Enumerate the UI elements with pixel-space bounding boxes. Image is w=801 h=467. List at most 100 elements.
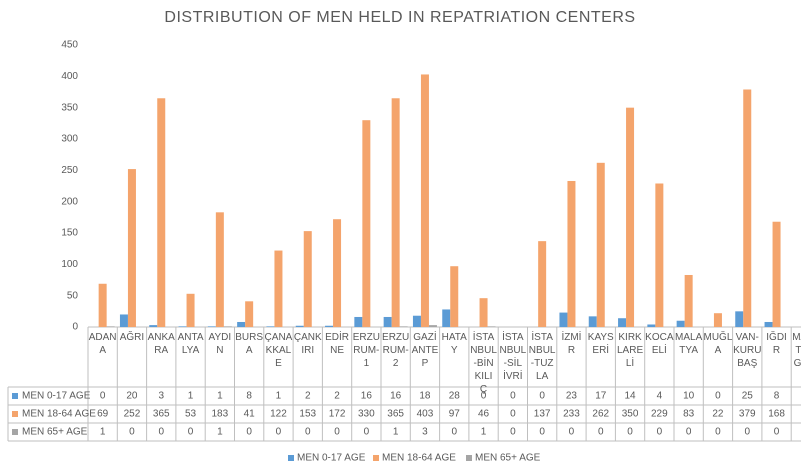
bar xyxy=(479,298,488,327)
y-tick-label: 300 xyxy=(61,134,78,145)
table-value: 122 xyxy=(270,409,287,420)
row-header: MEN 65+ AGE xyxy=(22,427,88,438)
bar xyxy=(596,162,605,327)
table-value: 0 xyxy=(305,427,311,438)
bar xyxy=(106,326,115,327)
table-value: 0 xyxy=(715,427,721,438)
table-value: 83 xyxy=(683,409,695,420)
x-tick-label: AYDI N xyxy=(209,332,232,356)
bar xyxy=(303,231,312,327)
table-value: 0 xyxy=(569,427,575,438)
y-tick-label: 250 xyxy=(61,165,78,176)
bar xyxy=(684,274,693,327)
table-value: 229 xyxy=(651,409,668,420)
table-value: 0 xyxy=(188,427,194,438)
table-value: 172 xyxy=(329,409,346,420)
table-value: 233 xyxy=(563,409,580,420)
table-value: 0 xyxy=(774,427,780,438)
bar xyxy=(487,326,496,327)
table-value: 330 xyxy=(358,409,375,420)
table-value: 0 xyxy=(657,427,663,438)
x-tick-label: ÇANA KKAL E xyxy=(265,332,293,369)
x-tick-label: BURS A xyxy=(235,332,263,356)
bar xyxy=(223,326,232,327)
legend-swatch xyxy=(12,393,18,399)
table-value: 18 xyxy=(419,391,431,402)
table-value: 17 xyxy=(595,391,607,402)
legend-swatch xyxy=(12,429,18,435)
table-value: 0 xyxy=(510,409,516,420)
bar xyxy=(412,315,421,327)
x-tick-label: ANKA RA xyxy=(148,332,176,356)
x-tick-label: İZMİ R xyxy=(561,330,581,356)
bar xyxy=(354,316,363,327)
table-value: 14 xyxy=(624,391,636,402)
y-tick-label: 0 xyxy=(72,322,78,333)
row-header: MEN 0-17 AGE xyxy=(22,391,91,402)
table-value: 1 xyxy=(100,427,106,438)
table-value: 97 xyxy=(449,409,461,420)
x-tick-label: AĞRI xyxy=(120,330,144,343)
table-value: 0 xyxy=(539,427,545,438)
table-value: 252 xyxy=(124,409,141,420)
bar xyxy=(333,219,342,327)
table-value: 350 xyxy=(622,409,639,420)
table-value: 0 xyxy=(481,391,487,402)
x-tick-label: EDİR NE xyxy=(325,330,349,356)
table-value: 137 xyxy=(534,409,551,420)
table-value: 1 xyxy=(393,427,399,438)
table-value: 53 xyxy=(185,409,197,420)
bar xyxy=(450,266,459,327)
legend-swatch xyxy=(373,455,379,461)
table-value: 0 xyxy=(246,427,252,438)
legend-swatch xyxy=(12,411,18,417)
x-tick-label: ADAN A xyxy=(89,332,117,356)
x-tick-label: İSTA NBUL -TUZ LA xyxy=(529,330,556,382)
table-value: 379 xyxy=(739,409,756,420)
table-value: 153 xyxy=(299,409,316,420)
row-header: MEN 18-64 AGE xyxy=(22,409,96,420)
x-tick-label: MUĞL A xyxy=(703,330,732,356)
legend-swatch xyxy=(288,455,294,461)
bar xyxy=(647,324,656,327)
x-tick-label: MALA TYA xyxy=(675,332,703,356)
table-value: 365 xyxy=(153,409,170,420)
bar xyxy=(391,98,400,328)
table-value: 8 xyxy=(246,391,252,402)
table-value: 46 xyxy=(478,409,490,420)
bar xyxy=(186,293,195,327)
legend-swatch xyxy=(466,455,472,461)
table-value: 4 xyxy=(657,391,663,402)
bar xyxy=(98,283,107,327)
bar xyxy=(626,107,635,328)
bar xyxy=(567,180,576,327)
table-value: 168 xyxy=(768,409,785,420)
table-value: 0 xyxy=(539,391,545,402)
table-value: 0 xyxy=(627,427,633,438)
x-tick-label: ANTA LYA xyxy=(178,332,204,356)
table-value: 183 xyxy=(212,409,229,420)
bar xyxy=(588,316,597,327)
bar xyxy=(772,221,781,327)
table-value: 16 xyxy=(390,391,402,402)
bar xyxy=(383,316,392,327)
table-value: 0 xyxy=(598,427,604,438)
table-value: 365 xyxy=(387,409,404,420)
table-value: 0 xyxy=(686,427,692,438)
table-value: 1 xyxy=(217,427,223,438)
bar xyxy=(618,318,627,327)
bar xyxy=(362,120,371,327)
bar xyxy=(713,313,722,327)
table-value: 0 xyxy=(510,427,516,438)
bar xyxy=(559,312,568,327)
bar xyxy=(735,311,744,327)
x-tick-label: VAN-KURU BAŞ xyxy=(733,332,761,369)
y-tick-label: 100 xyxy=(61,259,78,270)
bar xyxy=(295,325,304,327)
bar xyxy=(274,250,283,327)
table-value: 0 xyxy=(334,427,340,438)
legend-label: MEN 65+ AGE xyxy=(475,453,541,464)
bar xyxy=(266,326,275,327)
